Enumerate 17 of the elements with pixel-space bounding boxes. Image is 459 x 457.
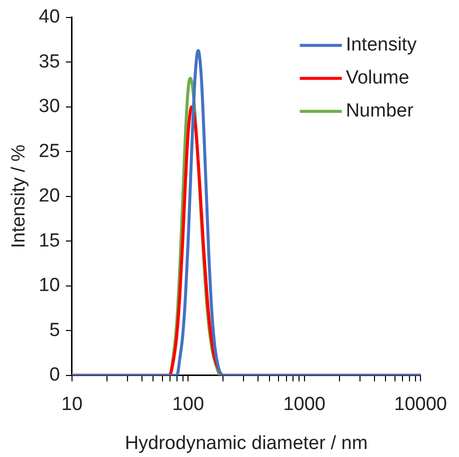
y-tick-label: 40 bbox=[38, 6, 60, 28]
x-axis-title: Hydrodynamic diameter / nm bbox=[124, 432, 368, 454]
y-axis-title: Intensity / % bbox=[8, 144, 30, 248]
legend-label: Volume bbox=[346, 68, 410, 89]
legend-label: Intensity bbox=[346, 34, 418, 56]
y-tick-label: 5 bbox=[49, 320, 60, 341]
y-tick-label: 0 bbox=[49, 364, 60, 386]
y-tick-label: 25 bbox=[38, 140, 60, 162]
x-tick-label: 1000 bbox=[283, 394, 326, 416]
y-tick-label: 30 bbox=[38, 96, 60, 118]
y-tick-label: 15 bbox=[38, 230, 60, 252]
legend-label: Number bbox=[346, 100, 414, 122]
y-tick-label: 35 bbox=[38, 51, 60, 72]
x-tick-label: 10000 bbox=[394, 394, 448, 416]
y-tick-label: 10 bbox=[38, 275, 60, 296]
x-tick-label: 100 bbox=[172, 394, 204, 416]
y-tick-label: 20 bbox=[38, 186, 60, 207]
